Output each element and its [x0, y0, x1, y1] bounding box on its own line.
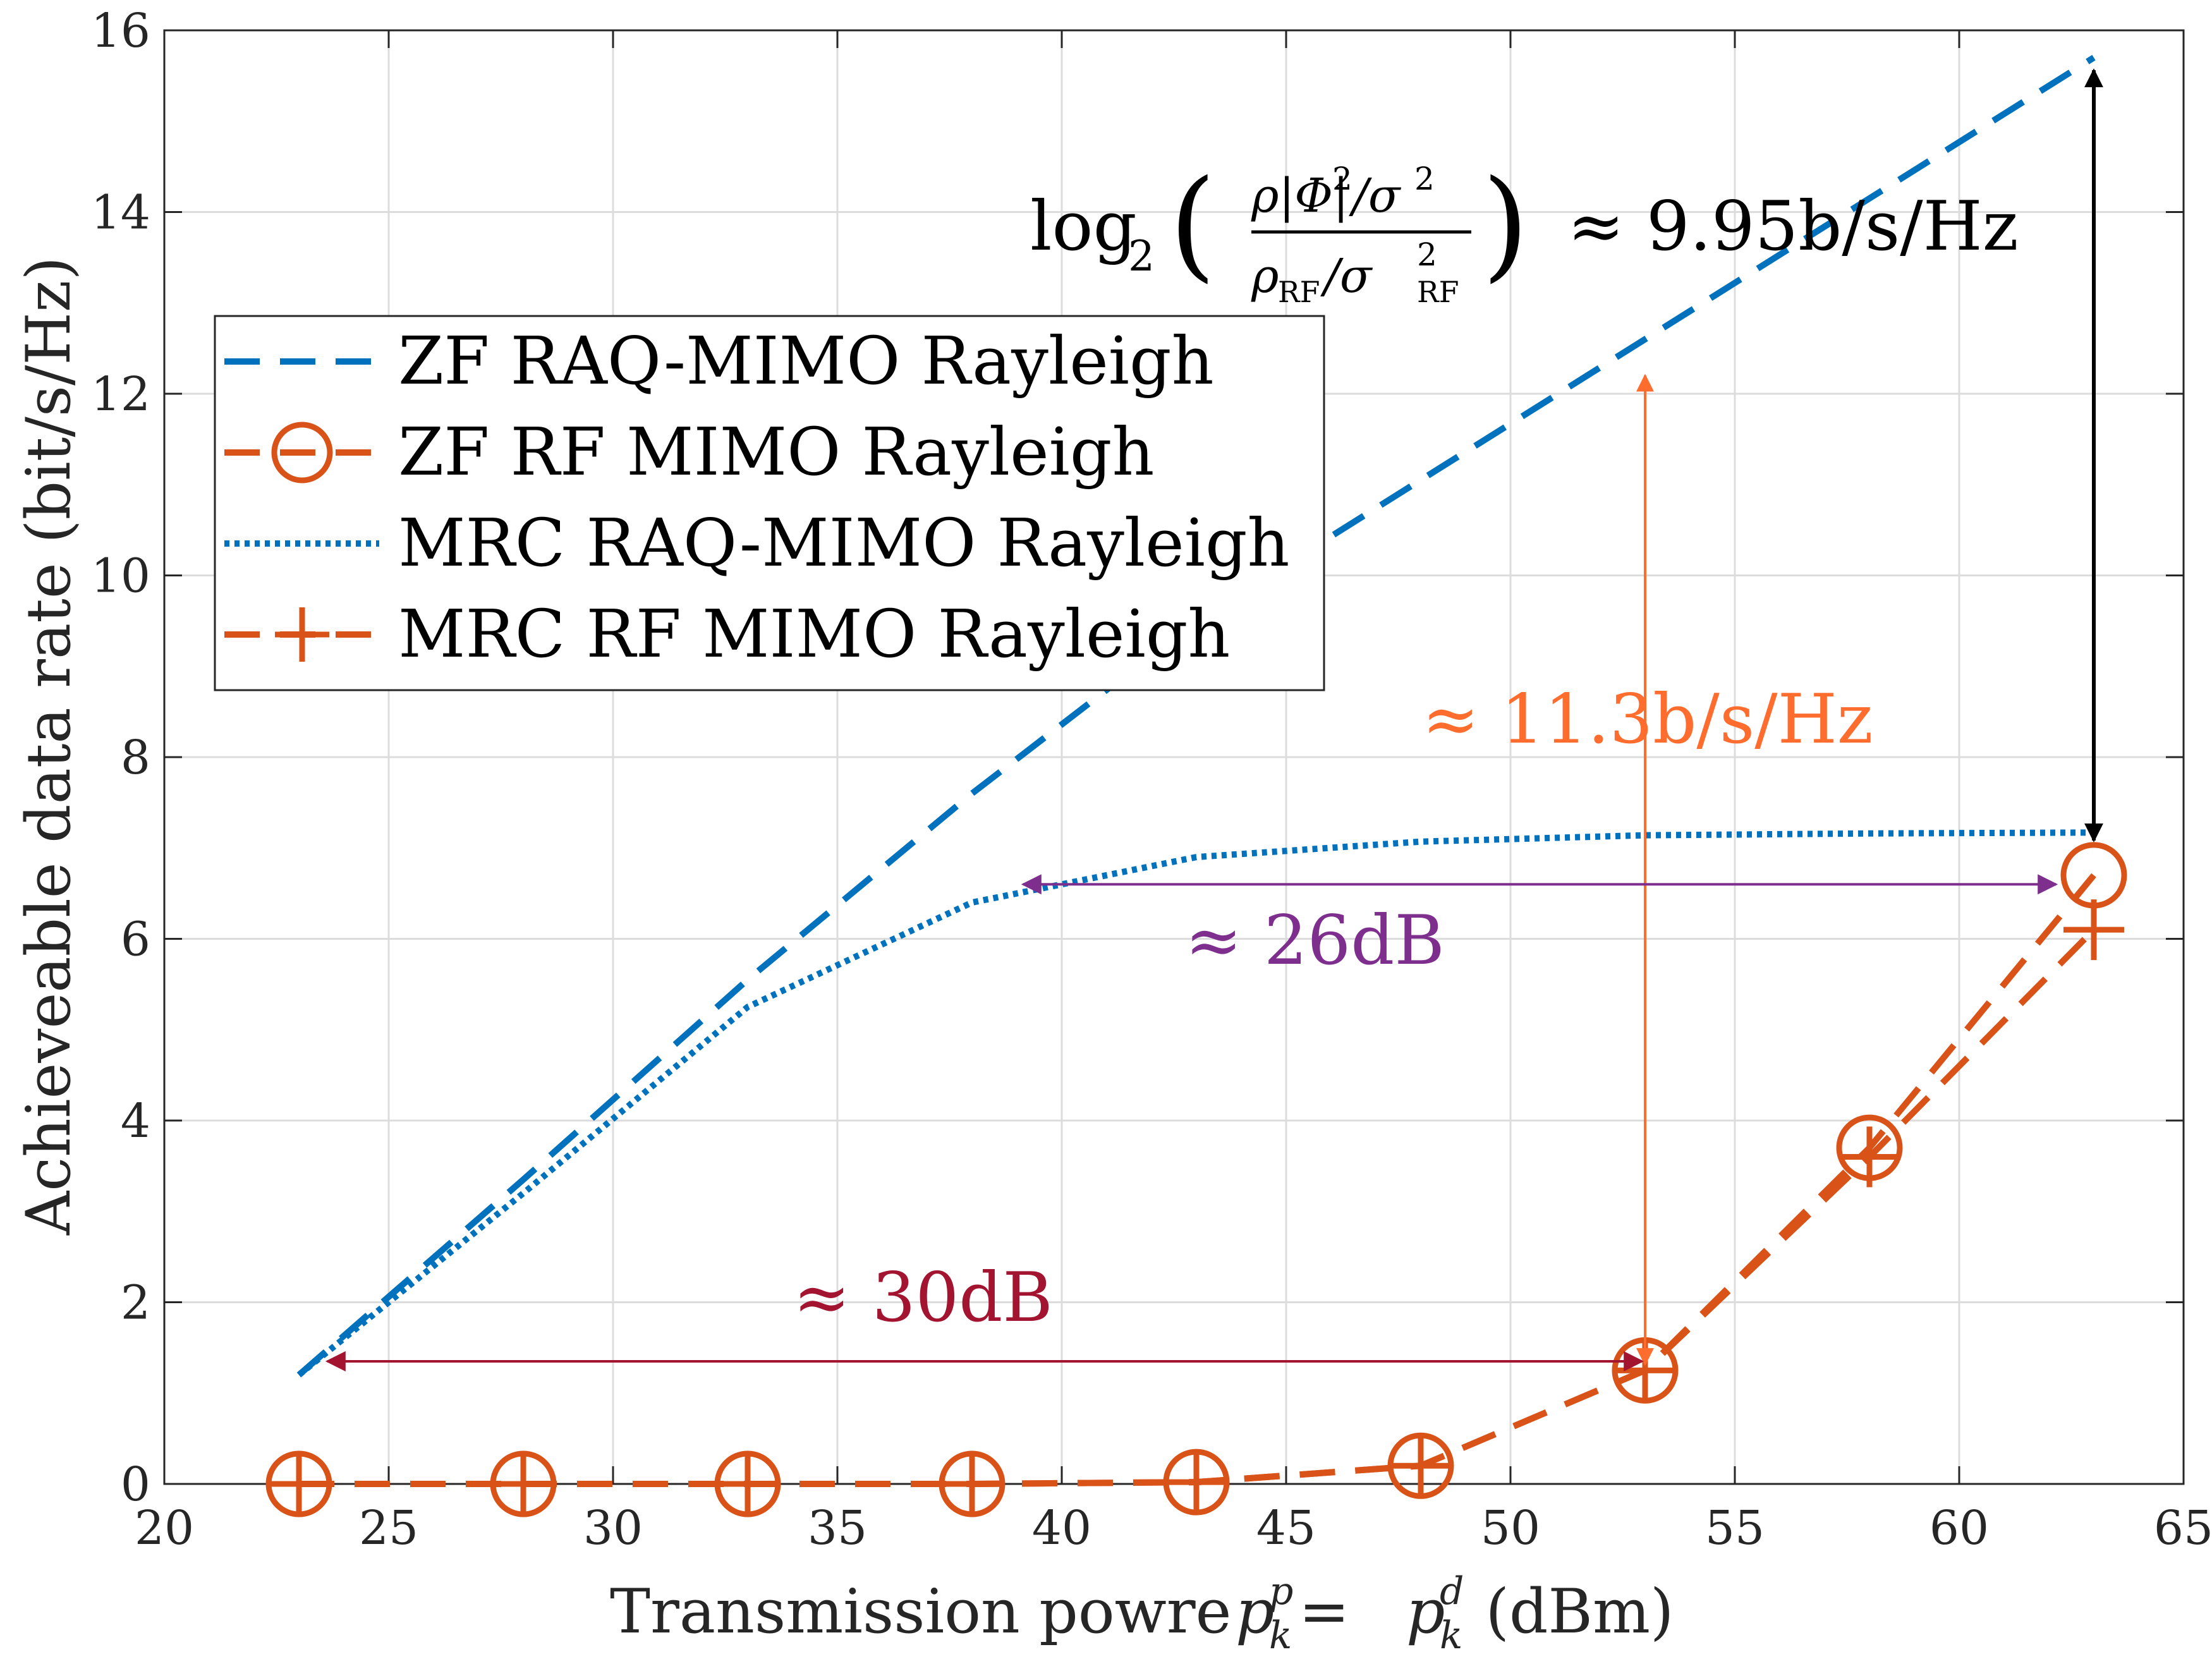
legend-item-zf-raq: ZF RAQ-MIMO Rayleigh [224, 322, 1214, 399]
legend-box [214, 315, 1325, 691]
annotation-layer: log 2 ( ρ|Φ| 2 /σ 2 ρ RF /σ RF 2 ) ≈ 9.9… [325, 68, 2103, 1371]
x-math-sub-k2: k [1440, 1613, 1462, 1658]
data-point-plus [942, 1454, 1002, 1514]
legend-item-zf-rf: ZF RF MIMO Rayleigh [224, 413, 1154, 490]
gap-9.95-value: ≈ 9.95b/s/Hz [1567, 187, 2019, 266]
y-tick-label: 14 [91, 186, 150, 240]
y-tick-label: 16 [91, 4, 150, 58]
x-axis-title: Transmission powre p k p = p k d (dBm) [610, 1569, 1674, 1658]
data-point-circle [714, 1450, 781, 1517]
y-axis-title: Achieveable data rate (bit/s/Hz) [13, 257, 84, 1236]
legend-item-mrc-raq: MRC RAQ-MIMO Rayleigh [224, 504, 1290, 581]
legend: ZF RAQ-MIMO Rayleigh ZF RF MIMO Rayleigh… [214, 315, 1325, 691]
x-math-equals: = [1299, 1576, 1349, 1647]
x-tick-label: 65 [2154, 1501, 2212, 1555]
x-tick-label: 45 [1256, 1501, 1316, 1555]
x-math-sup-p: p [1269, 1569, 1293, 1613]
x-tick-label: 20 [135, 1501, 194, 1555]
data-point-plus [717, 1454, 778, 1514]
y-tick-label: 2 [121, 1276, 150, 1330]
data-point-circle [490, 1450, 557, 1517]
denominator-sub-rf: RF [1278, 275, 1320, 309]
open-paren-icon: ( [1169, 154, 1216, 294]
legend-item-mrc-rf: MRC RF MIMO Rayleigh [224, 595, 1230, 672]
legend-label: MRC RF MIMO Rayleigh [398, 595, 1230, 672]
axis-ticks: 20 25 30 35 40 45 50 55 60 65 0 2 4 6 8 10 12 14 16 [91, 4, 2212, 1555]
data-point-circle [265, 1450, 332, 1517]
numerator-sup-1: 2 [1332, 161, 1352, 197]
denominator-sub-rf-2: RF [1417, 275, 1459, 309]
denominator-rho: ρ [1251, 249, 1279, 303]
denominator-sigma: /σ [1320, 249, 1373, 303]
x-tick-label: 60 [1929, 1501, 1989, 1555]
data-point-circle [1163, 1449, 1230, 1516]
numerator-sigma: /σ [1349, 169, 1402, 223]
legend-label: ZF RF MIMO Rayleigh [398, 413, 1154, 490]
data-point-plus [493, 1454, 554, 1514]
series-line-mrc-raq-mimo-rayleigh [296, 829, 2094, 1378]
numerator-sup-2: 2 [1414, 161, 1435, 197]
gap-26dB-label: ≈ 26dB [1185, 901, 1445, 980]
x-tick-label: 35 [808, 1501, 867, 1555]
legend-label: MRC RAQ-MIMO Rayleigh [398, 504, 1290, 581]
gap-30dB-label: ≈ 30dB [793, 1258, 1053, 1337]
data-point-circle [2060, 842, 2127, 909]
x-tick-label: 30 [583, 1501, 643, 1555]
log-text: log [1030, 187, 1137, 266]
x-math-units: (dBm) [1466, 1576, 1674, 1647]
y-tick-label: 12 [91, 367, 150, 422]
x-math-p1: p [1236, 1576, 1274, 1647]
x-axis-title-text: Transmission powre [610, 1576, 1231, 1647]
y-tick-label: 4 [121, 1094, 150, 1148]
x-tick-label: 50 [1481, 1501, 1540, 1555]
data-point-circle [939, 1450, 1006, 1517]
legend-label: ZF RAQ-MIMO Rayleigh [398, 322, 1214, 399]
y-tick-label: 0 [121, 1457, 150, 1512]
series-line-mrc-rf-mimo-rayleigh [299, 927, 2096, 1487]
data-point-plus [2063, 899, 2124, 961]
circle-marker-icon [271, 422, 333, 483]
data-point-plus [269, 1454, 329, 1514]
y-tick-label: 10 [91, 549, 150, 604]
data-point-circle [1387, 1432, 1454, 1499]
numerator-rho-phi: ρ|Φ| [1251, 169, 1349, 223]
x-math-sub-k1: k [1269, 1613, 1292, 1658]
denominator-sup: 2 [1417, 236, 1437, 273]
x-math-sup-d: d [1440, 1569, 1464, 1613]
x-math-p2: p [1406, 1576, 1445, 1647]
y-tick-label: 6 [121, 913, 150, 967]
plus-marker-icon [275, 607, 329, 662]
gap-11.3-label: ≈ 11.3b/s/Hz [1422, 680, 1873, 759]
data-point-circle [1836, 1114, 1903, 1181]
data-point-plus [1166, 1452, 1227, 1513]
data-point-plus [1390, 1435, 1451, 1497]
x-tick-label: 25 [359, 1501, 418, 1555]
x-tick-label: 55 [1705, 1501, 1765, 1555]
y-tick-label: 8 [121, 731, 150, 785]
gap-9.95-label: log 2 ( ρ|Φ| 2 /σ 2 ρ RF /σ RF 2 ) ≈ 9.9… [1030, 154, 2019, 309]
log-subscript: 2 [1128, 232, 1155, 281]
close-paren-icon: ) [1482, 154, 1529, 294]
x-tick-label: 40 [1032, 1501, 1091, 1555]
